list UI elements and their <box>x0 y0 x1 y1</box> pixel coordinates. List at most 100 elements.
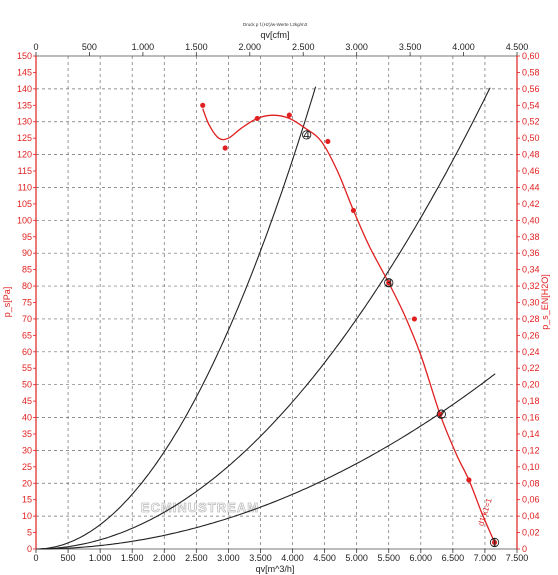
y-left-tick-label: 135 <box>17 100 32 110</box>
system-curve-line <box>36 87 491 550</box>
y-right-tick-label: 0,32 <box>522 281 540 291</box>
x-top-tick-label: 4.000 <box>452 42 475 52</box>
y-left-tick-label: 20 <box>22 478 32 488</box>
system-curve-line <box>36 373 496 550</box>
fan-curve-point <box>254 115 260 122</box>
operating-point-label: 4 <box>303 128 310 142</box>
fan-curve-point <box>491 539 498 546</box>
y-right-tick-label: 0 <box>522 544 527 554</box>
y-right-tick-label: 0,54 <box>522 100 540 110</box>
plot-border <box>35 55 518 550</box>
y-right-tick-label: 0,40 <box>522 215 540 225</box>
x-bottom-tick-label: 4.000 <box>281 553 304 563</box>
y-left-tick-label: 120 <box>17 150 32 160</box>
y-right-tick-label: 0,10 <box>522 462 540 472</box>
y-left-tick-label: 55 <box>22 363 32 373</box>
operating-point-marker <box>489 537 500 548</box>
fan-curve-point <box>386 280 392 286</box>
x-top-label: qv[cfm] <box>260 30 289 40</box>
y-right-tick-label: 0,50 <box>522 133 540 143</box>
y-right-tick-label: 0,30 <box>522 298 540 308</box>
y-left-tick-label: 100 <box>17 215 32 225</box>
y-right-tick-label: 0,26 <box>522 330 540 340</box>
y-right-tick-label: 0,02 <box>522 528 540 538</box>
x-bottom-tick-label: 3.000 <box>217 553 240 563</box>
x-bottom-tick-label: 7.000 <box>474 553 497 563</box>
y-right-label: p_s_EN[H2O] <box>540 274 550 330</box>
x-bottom-tick-label: 4.500 <box>313 553 336 563</box>
y-right-tick-label: 0,28 <box>522 314 540 324</box>
y-right-tick-label: 0,46 <box>522 166 540 176</box>
x-top-tick-label: 3.000 <box>345 42 368 52</box>
y-left-tick-label: 110 <box>18 182 32 192</box>
fan-curve-point <box>325 138 331 145</box>
y-right-tick-label: 0,14 <box>522 429 540 439</box>
x-bottom-tick-label: 2.500 <box>185 553 208 563</box>
x-bottom-tick-label: 500 <box>61 553 76 563</box>
y-left-tick-label: 85 <box>22 265 32 275</box>
y-right-tick-label: 0,12 <box>522 445 540 455</box>
y-right-tick-label: 0,06 <box>522 495 540 505</box>
y-left-tick-label: 95 <box>22 232 32 242</box>
operating-point-label: 3 <box>385 276 392 290</box>
operating-points: 4 3 2 1 d1 k1=1 <box>301 128 500 549</box>
y-left-tick-label: 70 <box>22 314 32 324</box>
y-left-tick-label: 140 <box>17 84 32 94</box>
watermark-text: ECMINUSTREAM <box>141 500 259 515</box>
axes: 0 500 1.000 1.500 2.000 2.500 3.000 3.500 4.000 4… <box>17 42 540 563</box>
fan-curve-point <box>466 477 472 483</box>
y-right-tick-label: 0,20 <box>522 380 540 390</box>
y-right-tick-label: 0,34 <box>522 265 540 275</box>
x-top-tick-label: 3.500 <box>399 42 422 52</box>
x-top-tick-label: 500 <box>82 42 97 52</box>
system-curve-line <box>36 86 317 550</box>
y-left-tick-label: 75 <box>22 298 32 308</box>
fan-curve-point <box>222 145 228 151</box>
watermark: ECMINUSTREAM <box>141 500 259 516</box>
y-left-tick-label: 60 <box>22 347 32 357</box>
x-top-tick-label: 1.500 <box>185 42 208 52</box>
system-curves <box>36 86 496 550</box>
y-left-tick-label: 10 <box>22 511 32 521</box>
y-left-tick-label: 35 <box>22 429 32 439</box>
y-right-tick-label: 0,24 <box>522 347 540 357</box>
y-right-tick-label: 0,44 <box>522 182 540 192</box>
y-right-tick-label: 0,16 <box>522 413 540 423</box>
y-right-tick-label: 0,56 <box>522 84 540 94</box>
y-left-tick-label: 5 <box>27 528 32 538</box>
y-left-tick-label: 150 <box>17 51 32 61</box>
y-left-tick-label: 105 <box>17 199 32 209</box>
y-right-tick-label: 0,04 <box>522 511 540 521</box>
x-bottom-tick-label: 5.000 <box>345 553 368 563</box>
fan-curve-point <box>286 112 292 118</box>
operating-point-marker <box>384 278 394 288</box>
x-top-tick-label: 4.500 <box>506 42 529 52</box>
x-bottom-tick-label: 1.500 <box>121 553 144 563</box>
fan-curve-point <box>200 102 206 108</box>
y-right-tick-label: 0,36 <box>522 248 540 258</box>
y-right-tick-label: 0,42 <box>522 199 540 209</box>
chart-title: Druck p f.(Hz)/w-Werte t,2kg/m3 <box>243 22 308 27</box>
x-bottom-tick-label: 6.500 <box>442 553 465 563</box>
y-left-tick-label: 65 <box>22 330 32 340</box>
y-right-tick-label: 0,58 <box>522 67 540 77</box>
fan-curve-point <box>437 411 443 417</box>
x-bottom-label: qv[m^3/h] <box>256 564 295 574</box>
x-top-tick-label: 1.000 <box>132 42 155 52</box>
y-left-tick-label: 25 <box>22 462 32 472</box>
y-left-tick-label: 80 <box>22 281 32 291</box>
y-left-tick-label: 90 <box>22 248 32 258</box>
y-right-tick-label: 0,18 <box>522 396 540 406</box>
plot-frame <box>35 55 518 550</box>
y-left-tick-label: 115 <box>18 166 32 176</box>
x-top-tick-label: 0 <box>33 42 38 52</box>
y-left-tick-label: 50 <box>22 380 32 390</box>
y-right-tick-label: 0,60 <box>522 51 540 61</box>
x-top-tick-label: 2.500 <box>292 42 315 52</box>
y-left-tick-label: 30 <box>22 445 32 455</box>
fan-curve-point <box>350 207 357 214</box>
operating-point-marker <box>436 409 446 419</box>
y-right-tick-label: 0,08 <box>522 478 540 488</box>
